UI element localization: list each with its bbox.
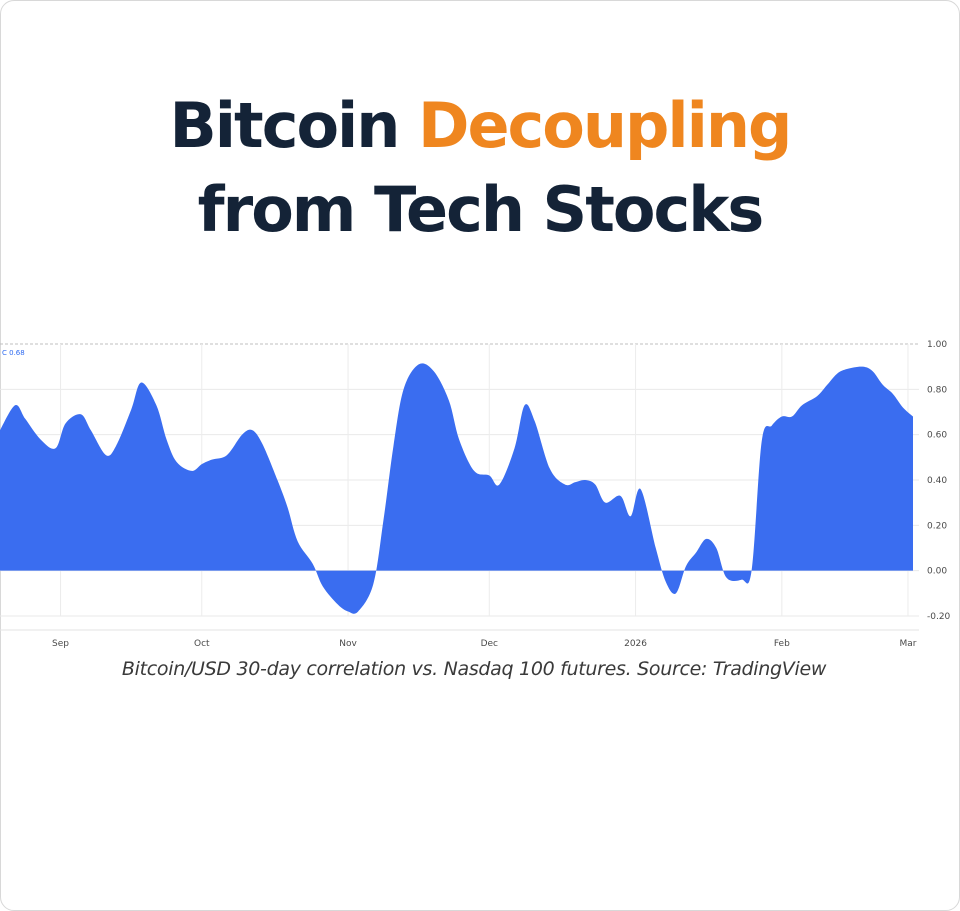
title-line-2: from Tech Stocks (197, 173, 765, 246)
x-tick-label: Feb (774, 639, 790, 649)
title-accent: Decoupling (418, 89, 792, 162)
correlation-chart: 1.00 0.80 0.60 0.40 0.20 0.00 -0.20 Sep Oct Nov D… (0, 340, 951, 649)
page-title: Bitcoin Decoupling from Tech Stocks (0, 84, 960, 252)
x-tick-label: Mar (899, 639, 916, 649)
x-tick-label: Nov (339, 639, 357, 649)
y-axis: 1.00 0.80 0.60 0.40 0.20 0.00 -0.20 (927, 340, 951, 622)
y-tick-label: 0.40 (927, 476, 947, 486)
y-tick-label: 0.80 (927, 385, 947, 395)
x-tick-label: 2026 (624, 639, 647, 649)
x-axis: Sep Oct Nov Dec 2026 Feb Mar (0, 629, 919, 649)
correlation-area (0, 363, 913, 614)
y-tick-label: 0.20 (927, 521, 947, 531)
y-tick-label: 0.00 (927, 567, 947, 577)
x-tick-label: Oct (194, 639, 210, 649)
x-tick-label: Dec (481, 639, 498, 649)
y-tick-label: -0.20 (927, 612, 951, 622)
y-tick-label: 1.00 (927, 340, 947, 350)
series-legend: C 0.68 (2, 349, 25, 357)
y-tick-label: 0.60 (927, 431, 947, 441)
chart-caption: Bitcoin/USD 30-day correlation vs. Nasda… (121, 658, 827, 680)
title-part-1: Bitcoin (169, 89, 401, 162)
x-tick-label: Sep (52, 639, 69, 649)
title-line-1: Bitcoin Decoupling (0, 84, 960, 168)
